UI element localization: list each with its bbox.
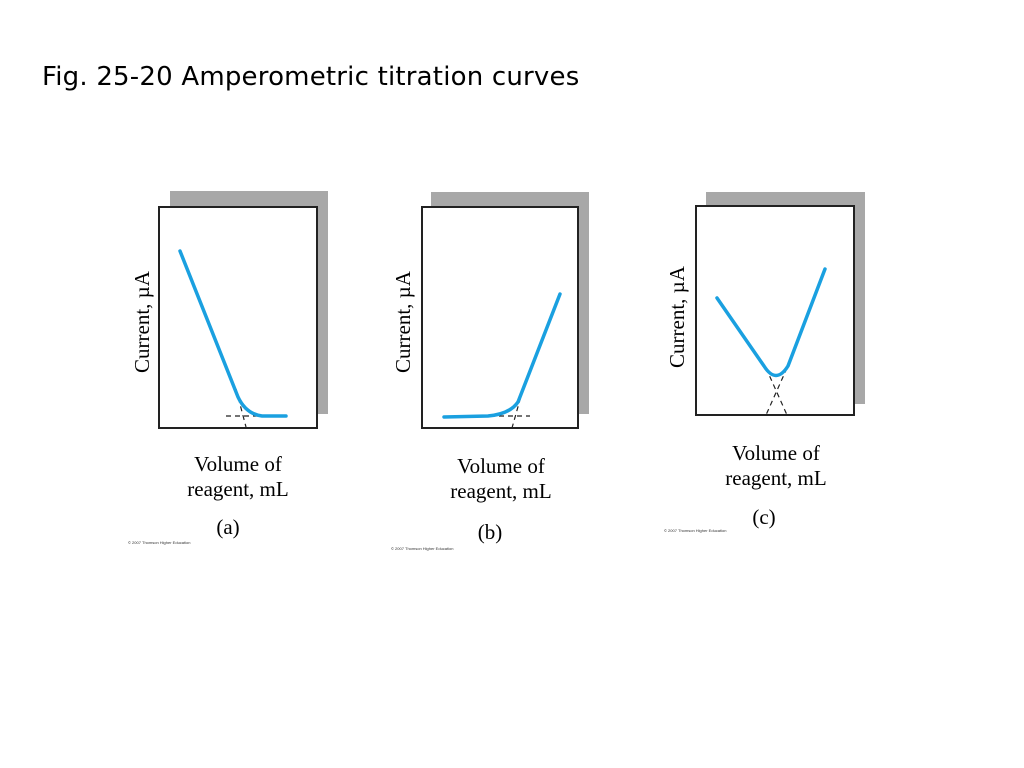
panel-b-label: (b) [477, 520, 503, 544]
panel-b-titration-curve [442, 292, 562, 419]
panel-c-label: (c) [752, 505, 776, 529]
panel-a-x-axis-label-line2: reagent, mL [187, 477, 289, 501]
panel-c-x-axis-label-line1: Volume of [732, 441, 820, 465]
panel-b-x-axis-label-line1: Volume of [457, 454, 545, 478]
panel-c-copyright: © 2007 Thomson Higher Education [664, 528, 727, 533]
panel-b-x-axis-label: Volume of reagent, mL [441, 454, 561, 504]
panel-a-x-axis-label-line1: Volume of [194, 452, 282, 476]
panel-c-x-axis-label: Volume of reagent, mL [716, 441, 836, 491]
panel-a-frame [158, 206, 318, 429]
slide-title: Fig. 25-20 Amperometric titration curves [42, 62, 580, 92]
panel-a-label: (a) [216, 515, 240, 539]
panel-a-x-axis-label: Volume of reagent, mL [178, 452, 298, 502]
panel-a-titration-curve [178, 249, 288, 418]
panel-b-copyright: © 2007 Thomson Higher Education [391, 546, 454, 551]
panel-c-frame [695, 205, 855, 416]
panel-b-x-axis-label-line2: reagent, mL [450, 479, 552, 503]
panel-b-extrapolation-lines [490, 388, 530, 429]
panel-c-x-axis-label-line2: reagent, mL [725, 466, 827, 490]
panel-c-y-axis-label: Current, µA [665, 266, 689, 368]
panel-c-titration-curve [715, 267, 827, 378]
panel-a-copyright: © 2007 Thomson Higher Education [128, 540, 191, 545]
